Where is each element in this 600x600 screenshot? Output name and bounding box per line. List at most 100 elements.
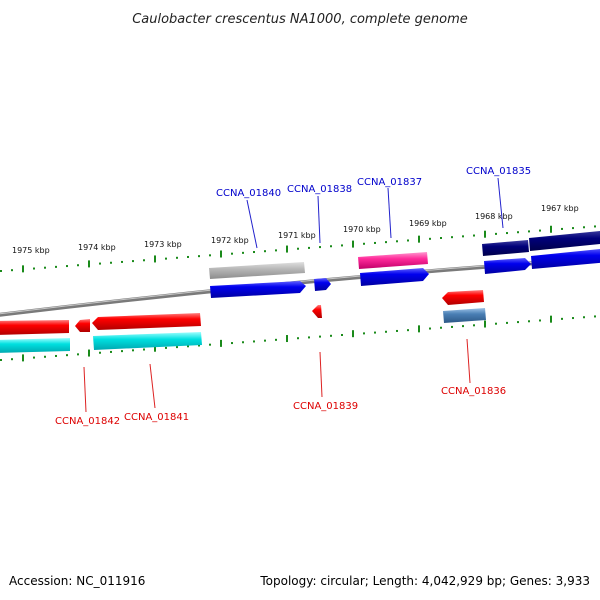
inner-tick-mark: [396, 329, 398, 332]
inner-tick-mark: [495, 322, 497, 325]
inner-tick-mark: [506, 321, 508, 324]
inner-tick-mark: [484, 320, 486, 328]
cds-ccna-01837[interactable]: [358, 252, 428, 269]
kbp-label-1968: 1968 kbp: [475, 212, 513, 221]
inner-tick-mark: [418, 325, 420, 333]
outer-tick-mark: [88, 260, 90, 268]
cds-ccna-01842[interactable]: [0, 338, 70, 353]
outer-tick-mark: [539, 229, 541, 232]
gene-label-ccna-01840[interactable]: CCNA_01840: [216, 188, 281, 199]
kbp-label-1973: 1973 kbp: [144, 240, 182, 249]
inner-tick-mark: [451, 325, 453, 328]
outer-tick-mark: [308, 246, 310, 249]
gene-ccna-01842-fragment[interactable]: [75, 319, 90, 332]
inner-tick-mark: [297, 337, 299, 340]
gene-ccna-01837[interactable]: [360, 268, 429, 286]
outer-tick-mark: [209, 254, 211, 257]
gene-ccna-01842[interactable]: [0, 320, 69, 335]
inner-tick-mark: [11, 358, 13, 361]
outer-tick-mark: [253, 251, 255, 254]
inner-tick-mark: [264, 339, 266, 342]
outer-tick-mark: [231, 252, 233, 255]
outer-tick-mark: [451, 236, 453, 239]
inner-tick-mark: [407, 329, 409, 332]
inner-tick-mark: [55, 354, 57, 357]
inner-tick-mark: [286, 335, 288, 343]
kbp-label-1971: 1971 kbp: [278, 231, 316, 240]
leader-ccna-01839: [319, 351, 323, 398]
outer-tick-mark: [363, 242, 365, 245]
inner-tick-mark: [121, 350, 123, 353]
gene-ccna-01840[interactable]: [210, 281, 306, 298]
cds-ccna-01835-part-a[interactable]: [482, 240, 529, 256]
inner-tick-mark: [517, 321, 519, 324]
inner-tick-mark: [231, 342, 233, 345]
cds-ccna-01841[interactable]: [93, 332, 202, 350]
leader-ccna-01836: [466, 338, 471, 384]
gene-label-ccna-01836[interactable]: CCNA_01836: [441, 386, 506, 397]
inner-tick-mark: [242, 341, 244, 344]
top-leader-lines: [246, 177, 504, 249]
outer-tick-mark: [429, 237, 431, 240]
inner-tick-mark: [341, 333, 343, 336]
inner-tick-mark: [66, 354, 68, 357]
outer-tick-mark: [22, 265, 24, 273]
gene-label-ccna-01841[interactable]: CCNA_01841: [124, 412, 189, 423]
kbp-label-1970: 1970 kbp: [343, 225, 381, 234]
inner-tick-mark: [374, 331, 376, 334]
cds-ccna-01836[interactable]: [443, 308, 486, 323]
bottom-leader-lines: [83, 338, 471, 413]
gene-label-ccna-01839[interactable]: CCNA_01839: [293, 401, 358, 412]
inner-tick-mark: [363, 332, 365, 335]
inner-tick-mark: [561, 317, 563, 320]
outer-tick-mark: [264, 250, 266, 253]
cds-ccna-01840[interactable]: [209, 262, 305, 279]
kbp-label-1975: 1975 kbp: [12, 246, 50, 255]
inner-tick-mark: [319, 335, 321, 338]
gene-ccna-01841[interactable]: [92, 313, 201, 330]
outer-tick-mark: [44, 266, 46, 269]
gene-ccna-01835[interactable]: [484, 258, 531, 274]
inner-tick-mark: [473, 324, 475, 327]
outer-tick-mark: [561, 227, 563, 230]
inner-tick-mark: [429, 327, 431, 330]
outer-tick-mark: [286, 245, 288, 253]
inner-tick-mark: [352, 330, 354, 338]
gene-label-ccna-01838[interactable]: CCNA_01838: [287, 184, 352, 195]
outer-tick-mark: [396, 240, 398, 243]
outer-tick-mark: [77, 264, 79, 267]
outer-tick-mark: [33, 267, 35, 270]
outer-tick-mark: [132, 260, 134, 263]
inner-tick-mark: [462, 325, 464, 328]
cds-ccna-01835-part-b[interactable]: [529, 230, 600, 251]
outer-tick-mark: [407, 239, 409, 242]
leader-ccna-01842: [83, 366, 87, 413]
outer-tick-mark: [506, 232, 508, 235]
outer-tick-mark: [198, 255, 200, 258]
outer-tick-mark: [143, 259, 145, 262]
inner-tick-mark: [110, 350, 112, 353]
inner-tick-mark: [275, 338, 277, 341]
gene-ccna-01834[interactable]: [531, 248, 600, 269]
inner-tick-mark: [77, 353, 79, 356]
inner-tick-mark: [594, 315, 596, 318]
inner-tick-mark: [539, 319, 541, 322]
outer-tick-mark: [473, 234, 475, 237]
gene-label-ccna-01835[interactable]: CCNA_01835: [466, 166, 531, 177]
outer-tick-mark: [99, 262, 101, 265]
gene-ccna-01838[interactable]: [314, 278, 331, 291]
outer-tick-mark: [594, 225, 596, 228]
gene-ccna-01839[interactable]: [312, 305, 322, 318]
outer-tick-mark: [242, 251, 244, 254]
gene-label-ccna-01842[interactable]: CCNA_01842: [55, 416, 120, 427]
outer-tick-mark: [0, 270, 2, 272]
gene-ccna-01836[interactable]: [442, 290, 484, 305]
inner-tick-mark: [176, 346, 178, 349]
gene-label-ccna-01837[interactable]: CCNA_01837: [357, 177, 422, 188]
outer-tick-mark: [220, 250, 222, 258]
inner-tick-mark: [572, 317, 574, 320]
accession-text: Accession: NC_011916: [9, 574, 146, 588]
outer-tick-mark: [385, 241, 387, 244]
